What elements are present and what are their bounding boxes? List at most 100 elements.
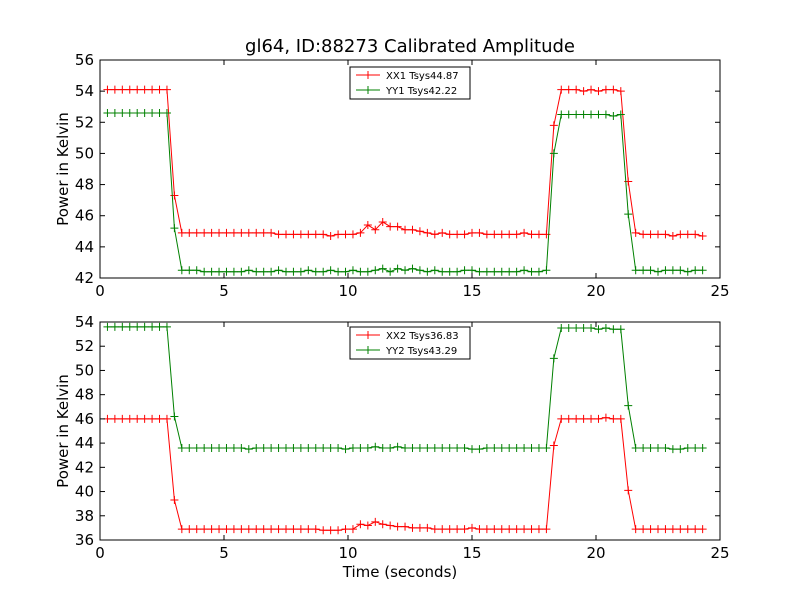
data-point (438, 525, 447, 534)
data-point (534, 525, 543, 534)
data-point (683, 443, 692, 452)
data-point (594, 325, 603, 334)
data-point (378, 264, 387, 273)
data-point (378, 443, 387, 452)
legend-label: XX2 Tsys36.83 (386, 331, 459, 342)
data-point (423, 523, 432, 532)
data-point (222, 267, 231, 276)
data-point (296, 525, 305, 534)
data-point (348, 230, 357, 239)
series-2 (103, 322, 707, 454)
data-point (229, 443, 238, 452)
data-point (207, 525, 216, 534)
data-point (490, 267, 499, 276)
data-point (319, 267, 328, 276)
data-point (215, 267, 224, 276)
data-point (415, 227, 424, 236)
data-point (497, 267, 506, 276)
data-point (304, 443, 313, 452)
data-point (661, 525, 670, 534)
data-point (609, 325, 618, 334)
legend-box (349, 66, 471, 100)
y-tick-label: 52 (75, 113, 94, 131)
data-point (646, 266, 655, 275)
data-point (564, 414, 573, 423)
data-point (386, 267, 395, 276)
x-tick-label: 0 (95, 282, 105, 300)
data-point (631, 443, 640, 452)
x-tick-label: 10 (338, 544, 357, 562)
data-point (237, 443, 246, 452)
y-tick-label: 38 (75, 507, 94, 525)
y-tick-label: 44 (75, 238, 94, 256)
data-point (482, 267, 491, 276)
data-point (252, 267, 261, 276)
data-point (579, 324, 588, 333)
data-point (125, 322, 134, 331)
data-point (497, 525, 506, 534)
data-point (192, 525, 201, 534)
data-point (557, 414, 566, 423)
data-point (244, 228, 253, 237)
data-point (520, 228, 529, 237)
data-point (200, 525, 209, 534)
data-point (438, 228, 447, 237)
data-point (527, 525, 536, 534)
data-point (259, 267, 268, 276)
legend-entry: YY1 Tsys42.22 (356, 86, 457, 97)
data-point (631, 266, 640, 275)
data-point (534, 230, 543, 239)
data-point (334, 443, 343, 452)
data-point (356, 520, 365, 529)
data-point (326, 266, 335, 275)
data-point (453, 443, 462, 452)
data-point (654, 443, 662, 452)
data-point (348, 266, 357, 275)
data-point (185, 266, 194, 275)
data-point (460, 443, 469, 452)
y-tick-label: 50 (75, 144, 94, 162)
data-point (616, 110, 625, 119)
data-point (564, 110, 573, 119)
data-point (110, 414, 119, 423)
data-point (341, 525, 350, 534)
data-point (668, 231, 677, 240)
data-point (527, 443, 536, 452)
data-point (103, 85, 112, 94)
data-point (609, 85, 618, 94)
data-point (296, 230, 305, 239)
data-point (289, 443, 298, 452)
data-point (691, 525, 700, 534)
data-point (274, 525, 283, 534)
data-point (572, 324, 581, 333)
data-point (520, 525, 529, 534)
data-point (520, 443, 529, 452)
data-point (229, 525, 238, 534)
y-tick-label: 50 (75, 361, 94, 379)
data-point (601, 413, 610, 422)
data-point (587, 324, 596, 333)
data-point (133, 108, 142, 117)
data-point (334, 267, 343, 276)
data-point (215, 228, 224, 237)
data-point (527, 267, 536, 276)
data-point (133, 85, 142, 94)
data-point (505, 443, 514, 452)
data-point (594, 110, 603, 119)
data-point (200, 228, 209, 237)
data-point (490, 525, 499, 534)
data-point (415, 443, 424, 452)
data-point (155, 414, 164, 423)
data-point (579, 414, 588, 423)
data-point (453, 267, 462, 276)
data-point (505, 267, 514, 276)
plot-area (103, 322, 707, 535)
data-point (654, 525, 662, 534)
data-point (215, 525, 224, 534)
data-point (475, 228, 484, 237)
data-point (282, 267, 290, 276)
data-point (668, 445, 677, 454)
data-point (512, 267, 521, 276)
data-point (460, 266, 469, 275)
